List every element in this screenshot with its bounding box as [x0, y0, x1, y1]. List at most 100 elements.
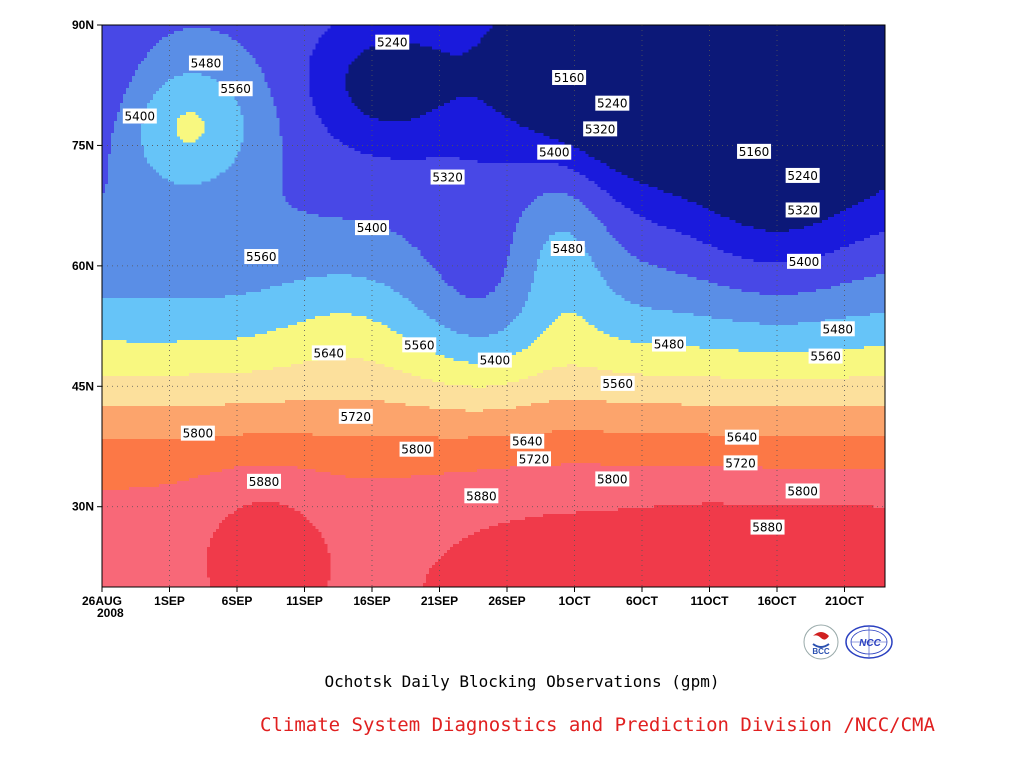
contour-band-10	[207, 502, 885, 587]
contour-band-8	[102, 430, 885, 491]
svg-text:5480: 5480	[654, 338, 685, 352]
contour-band-4	[102, 73, 885, 365]
svg-text:5400: 5400	[539, 146, 570, 160]
contour-label: 5880	[750, 519, 785, 535]
contour-fills	[102, 25, 885, 587]
contour-label: 5160	[552, 69, 587, 85]
x-tick-label: 11OCT	[690, 594, 729, 608]
contour-label: 5480	[820, 321, 855, 337]
svg-text:5480: 5480	[552, 242, 583, 256]
contour-label: 5240	[785, 167, 820, 183]
svg-text:5240: 5240	[597, 97, 628, 111]
svg-text:5160: 5160	[554, 71, 585, 85]
svg-text:5800: 5800	[401, 443, 432, 457]
y-axis: 90N 75N 60N 45N 30N	[72, 18, 102, 514]
svg-text:5720: 5720	[519, 452, 550, 466]
svg-text:5320: 5320	[585, 122, 616, 136]
svg-text:5560: 5560	[810, 350, 841, 364]
plot-frame	[101, 24, 886, 588]
contour-labels: 5480 5560 5400 5240 5160 5240 5320 5400 5160 5240…	[122, 34, 855, 535]
svg-text:5320: 5320	[432, 171, 463, 185]
x-tick-label: 21OCT	[825, 594, 864, 608]
contour-label: 5560	[218, 81, 253, 97]
contour-band-3	[102, 28, 885, 338]
contour-label: 5800	[399, 441, 434, 457]
y-tick-label: 30N	[72, 500, 94, 514]
svg-text:5320: 5320	[787, 203, 818, 217]
contour-label: 5560	[244, 249, 279, 264]
bcc-logo: BCC	[801, 624, 841, 660]
svg-text:5240: 5240	[787, 169, 818, 183]
svg-text:5560: 5560	[220, 82, 251, 96]
svg-text:5400: 5400	[480, 354, 511, 368]
contour-band-7	[102, 400, 885, 440]
x-tick-label: 6OCT	[626, 594, 659, 608]
svg-text:5160: 5160	[739, 145, 770, 159]
x-tick-label: 6SEP	[222, 594, 253, 608]
contour-label: 5880	[247, 473, 281, 489]
svg-text:5880: 5880	[249, 475, 280, 489]
x-tick-label: 1SEP	[154, 594, 185, 608]
y-tick-label: 75N	[72, 138, 94, 152]
svg-text:5720: 5720	[341, 410, 372, 424]
svg-text:5800: 5800	[597, 472, 628, 486]
contour-label: 5880	[464, 488, 499, 504]
svg-text:5640: 5640	[314, 346, 345, 360]
contour-band-1	[309, 25, 885, 263]
contour-label: 5400	[787, 253, 821, 269]
contour-label: 5640	[724, 429, 759, 445]
svg-text:5560: 5560	[404, 338, 435, 352]
x-tick-label: 26SEP	[488, 594, 525, 608]
contour-label: 5720	[723, 455, 758, 471]
x-tick-label: 21SEP	[421, 594, 458, 608]
ncc-logo: NCC	[845, 624, 893, 660]
contour-label: 5560	[808, 348, 843, 364]
svg-text:5560: 5560	[246, 250, 277, 264]
contour-label: 5320	[583, 121, 618, 137]
contour-label: 5640	[510, 433, 545, 449]
contour-label: 5160	[737, 143, 772, 159]
x-tick-label: 1OCT	[558, 594, 591, 608]
y-tick-label: 90N	[72, 18, 94, 32]
svg-text:5720: 5720	[725, 456, 756, 470]
contour-label: 5800	[595, 471, 630, 487]
svg-text:5640: 5640	[512, 435, 543, 449]
contour-label: 5560	[600, 375, 635, 391]
credit-line: Climate System Diagnostics and Predictio…	[260, 714, 935, 736]
x-year-label: 2008	[97, 606, 124, 620]
contour-label: 5400	[477, 352, 512, 368]
svg-text:5480: 5480	[191, 57, 222, 71]
contour-label: 5320	[430, 169, 465, 185]
y-tick-label: 60N	[72, 259, 94, 273]
contour-label: 5400	[537, 144, 572, 160]
contour-label: 5480	[188, 55, 223, 71]
contour-label: 5800	[180, 425, 215, 441]
x-axis: 26AUG 1SEP 6SEP 11SEP 16SEP 21SEP 26SEP 1OCT 6OC…	[82, 587, 865, 608]
contour-label: 5240	[595, 95, 630, 111]
contour-label: 5640	[311, 345, 346, 361]
bcc-logo-text: BCC	[812, 647, 830, 656]
svg-text:5880: 5880	[466, 489, 497, 503]
plot-grid	[102, 25, 885, 587]
x-tick-label: 26AUG	[82, 594, 122, 608]
contour-label: 5240	[375, 34, 410, 50]
svg-text:5400: 5400	[789, 255, 820, 269]
contour-label: 5480	[652, 336, 686, 352]
svg-text:5400: 5400	[357, 221, 388, 235]
svg-text:5480: 5480	[822, 322, 853, 336]
contour-band-5	[102, 112, 885, 389]
contour-label: 5800	[785, 483, 820, 499]
contour-label: 5720	[517, 451, 551, 467]
y-tick-label: 45N	[72, 379, 94, 393]
chart-title: Ochotsk Daily Blocking Observations (gpm…	[324, 672, 720, 691]
x-tick-label: 11SEP	[286, 594, 323, 608]
contour-label: 5720	[338, 408, 373, 424]
svg-text:5880: 5880	[752, 521, 783, 535]
svg-text:5800: 5800	[183, 427, 214, 441]
svg-text:5240: 5240	[377, 36, 408, 50]
contour-band-2	[102, 25, 885, 299]
contour-band-6	[102, 358, 885, 413]
contour-label: 5560	[402, 337, 437, 353]
contour-label: 5400	[122, 108, 157, 124]
